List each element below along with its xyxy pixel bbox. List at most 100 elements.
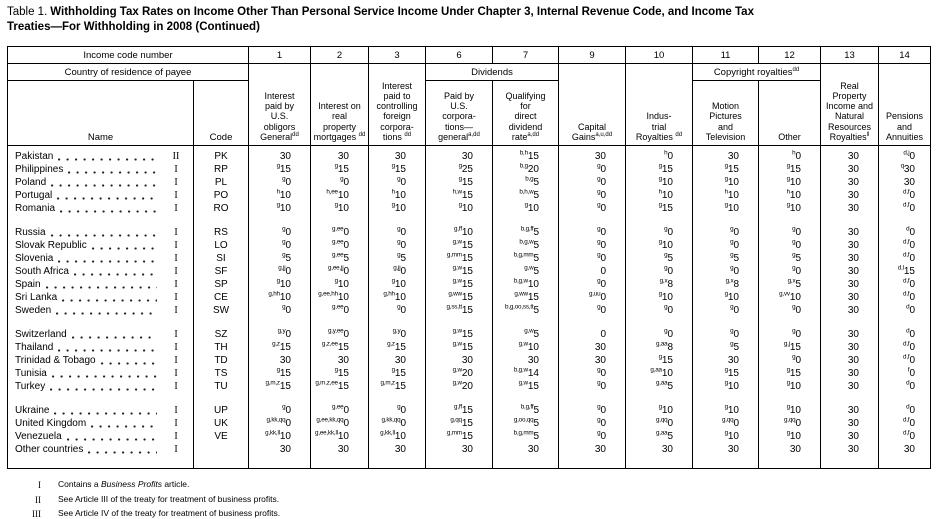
country-name-row: Russia I — [8, 226, 193, 239]
country-code: SI — [193, 252, 249, 265]
footnote-ref: h,w — [452, 188, 462, 196]
rate-cell: h10 — [625, 189, 693, 202]
footnote-ref: g — [792, 264, 796, 272]
country-name: Pakistan — [15, 151, 54, 162]
column-header-12: Other — [758, 80, 821, 146]
article-numeral: I — [174, 444, 178, 455]
table-row: Slovak Republic I LO g0 g,ee0 g0 g,w15 b,g,w5 g0… — [7, 238, 931, 252]
rate-cell: g0 — [558, 404, 626, 417]
rate-cell: g15 — [758, 163, 821, 176]
footnote-ref: g,hh — [383, 290, 395, 298]
footnote-row: I Contains a Business Profits article. — [7, 479, 930, 490]
spacer-cell — [758, 317, 821, 328]
header-line: generala,dd — [438, 131, 480, 142]
rate-cell: 30 — [248, 443, 311, 456]
footnote-ref: g,ee — [331, 251, 344, 259]
rate-cell: g,w20 — [425, 380, 493, 393]
footnote-ref: b,g,w — [513, 366, 528, 374]
footnote-part: See Article III of the treaty for treatm… — [58, 493, 280, 504]
footnote-ref: g — [276, 162, 281, 170]
dot-leader — [58, 349, 157, 352]
rate-cell: g15 — [692, 162, 759, 176]
dot-leader — [91, 247, 157, 250]
rate-cell: g,y0 — [248, 328, 311, 341]
country-name-cell: Russia I — [7, 226, 194, 239]
rate-cell: 30 — [820, 328, 879, 341]
spacer-cell — [368, 393, 426, 404]
footnote-ref: d,f — [903, 290, 910, 298]
footnote-ref: g — [724, 162, 729, 170]
header-line: corpora- — [442, 111, 476, 122]
footnote-ref: d,j — [903, 149, 910, 157]
country-code: SZ — [193, 328, 249, 341]
rate-cell: 30 — [820, 265, 879, 278]
footnote-text: See Article III of the treaty for treatm… — [58, 493, 280, 505]
header-line: Royalties dd — [635, 131, 683, 142]
rate-cell: 30 — [820, 404, 879, 417]
footnote-ref: g — [730, 238, 734, 246]
footnote-ref: h — [391, 188, 396, 196]
footnote-ref: g,oo,qq — [513, 416, 534, 424]
footnote-ref: g,z,ee — [321, 340, 338, 348]
rate-cell: g0 — [625, 304, 693, 317]
country-name-cell: Venezuela I — [7, 430, 194, 443]
column-header-1: Interest paid by U.S. obligors Generaldd — [248, 63, 311, 146]
footnote-ref: g — [658, 162, 663, 170]
rate-cell: g,m,z15 — [368, 380, 426, 393]
footnote-ref: g — [334, 201, 339, 209]
country-code: PL — [193, 176, 249, 189]
header-line: and — [896, 121, 913, 132]
table-row: Ukraine I UP g0 g,ee0 g0 g,ff15 b,g,ff5 g0 g10 g10… — [7, 403, 931, 417]
footnote-ref: b,h — [519, 149, 528, 157]
rate-cell: b,h15 — [492, 149, 559, 163]
footnote-text: See Article IV of the treaty for treatme… — [58, 508, 280, 519]
footnote-ref: d,f — [903, 416, 910, 424]
header-line: Royaltiesll — [829, 131, 870, 142]
rate-cell: b,h,w5 — [492, 189, 559, 202]
table-row: Thailand I TH g,z15 g,z,ee15 g,z15 g,w15 g,w10 3… — [7, 340, 931, 354]
spacer-cell — [425, 393, 493, 404]
name-column-label: Name — [7, 80, 194, 146]
country-name-cell: Trinidad & Tobago I — [7, 354, 194, 367]
footnote-ref: g,ff — [454, 225, 462, 233]
rate-cell: h10 — [758, 189, 821, 202]
spacer-cell — [368, 215, 426, 226]
rate-cell: g,mm15 — [425, 430, 493, 443]
footnote-ref: g,x — [725, 277, 734, 285]
footnote-ref: g,ss,tt — [446, 303, 462, 311]
header-line: Annuities — [885, 131, 924, 142]
footnote-ref: g — [658, 238, 663, 246]
rate-cell: 30 — [425, 354, 493, 367]
footnote-ref: g — [397, 403, 401, 411]
footnote-ref: g,w — [518, 340, 528, 348]
header-line: Resources — [827, 121, 872, 132]
country-code: UP — [193, 404, 249, 417]
country-name: Venezuela — [15, 431, 62, 442]
footnote-ref: ll — [866, 131, 870, 138]
rate-cell: g,w15 — [425, 328, 493, 341]
table-row: Russia I RS g0 g,ee0 g0 g,ff10 b,g,ff5 g0 g0 g0 g0 3… — [7, 225, 931, 239]
dot-leader — [58, 260, 157, 263]
footnote-ref: g — [524, 201, 529, 209]
rate-cell: g0 — [758, 226, 821, 239]
table-body: Pakistan II PK 30 30 30 30 b,h15 30 h0 30 h0 30 d,j0 P… — [7, 145, 931, 469]
footnote-ref: b,g,mm — [513, 251, 534, 259]
rate-cell: g,y0 — [368, 327, 426, 341]
rate-cell: g15 — [625, 162, 693, 176]
rate-cell: g,ee0 — [310, 404, 369, 417]
rate-cell: g10 — [692, 380, 759, 393]
footnote-ref: a,dd — [527, 131, 540, 138]
country-code: TD — [193, 354, 249, 367]
rate-cell: 30 — [758, 443, 821, 456]
footnote-ref: g — [664, 251, 668, 259]
table-number-label: Table 1. — [7, 6, 48, 18]
footnote-ref: h — [724, 188, 729, 196]
footnote-ref: g,y — [392, 327, 401, 335]
income-code-7: 7 — [492, 46, 559, 64]
footnote-ref: g — [597, 429, 601, 437]
country-name-row: Ukraine I — [8, 404, 193, 417]
footnote-ref: g — [397, 303, 401, 311]
rate-cell: g,y,ee0 — [310, 328, 369, 341]
header-line: property — [322, 121, 357, 132]
rate-cell: g10 — [310, 278, 369, 291]
